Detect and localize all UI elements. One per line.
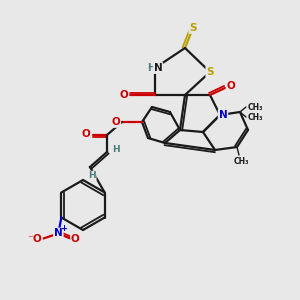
Text: O: O xyxy=(120,90,128,100)
Text: CH₃: CH₃ xyxy=(248,112,263,122)
Text: N: N xyxy=(219,110,227,120)
Text: O: O xyxy=(226,81,236,91)
Text: S: S xyxy=(206,67,214,77)
Text: CH₃: CH₃ xyxy=(248,103,263,112)
Text: O: O xyxy=(112,117,120,127)
Text: ⁻: ⁻ xyxy=(27,235,33,244)
Text: S: S xyxy=(189,23,197,33)
Text: +: + xyxy=(60,224,67,233)
Text: H: H xyxy=(112,146,120,154)
Text: N: N xyxy=(154,63,162,73)
Text: O: O xyxy=(82,129,90,139)
Text: O: O xyxy=(71,233,80,244)
Text: N: N xyxy=(54,229,63,238)
Text: O: O xyxy=(33,233,42,244)
Text: CH₃: CH₃ xyxy=(233,157,249,166)
Text: H: H xyxy=(147,63,155,73)
Text: H: H xyxy=(88,172,96,181)
